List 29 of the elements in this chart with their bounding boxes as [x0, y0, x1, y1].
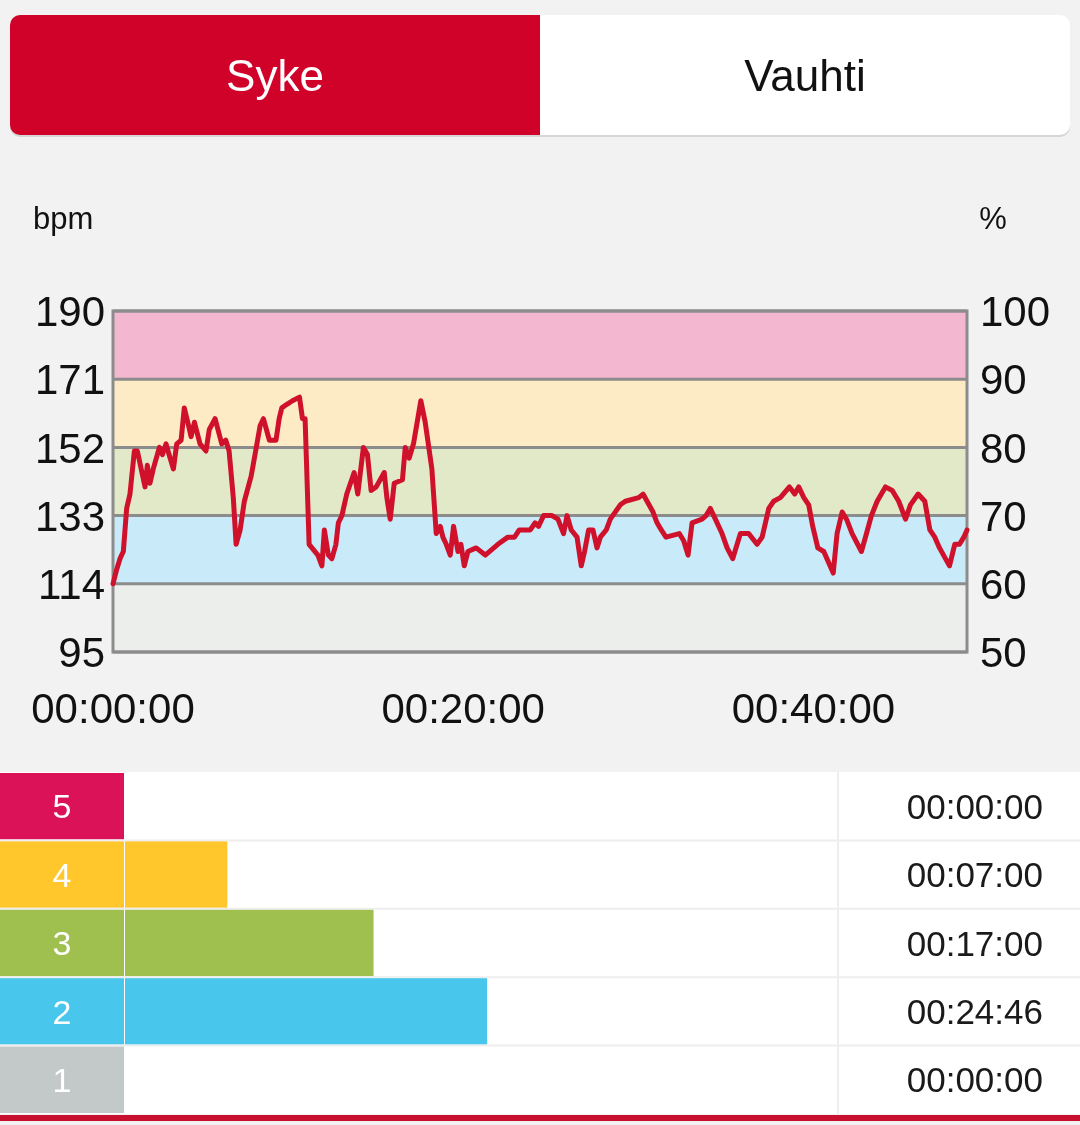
x-tick-label: 00:00:00 [31, 685, 195, 733]
y2-tick-label: 60 [980, 560, 1027, 608]
data-label: 00:07:00 [906, 855, 1043, 895]
y2-tick-label: 70 [980, 492, 1027, 540]
y2-axis-title: % [979, 201, 1007, 237]
y2-tick-label: 50 [980, 629, 1027, 677]
y-tick-label: 152 [34, 424, 105, 472]
y-tick-label: 190 [34, 288, 105, 336]
x-tick-label: 00:20:00 [381, 685, 545, 733]
y-tick-label: 133 [34, 492, 105, 540]
x-tick-label: 00:40:00 [731, 685, 896, 733]
y-axis-title: bpm [33, 201, 94, 237]
tab-button[interactable]: Vauhti [540, 15, 1070, 135]
tab-button[interactable]: Syke [10, 15, 540, 135]
y-tick-label: 171 [34, 356, 105, 404]
y2-tick-label: 90 [980, 356, 1027, 404]
y-tick-label: 95 [58, 629, 105, 677]
y-tick-label: 1 [52, 1061, 72, 1100]
data-label: 00:24:46 [906, 992, 1043, 1031]
data-label: 00:00:00 [906, 1060, 1043, 1100]
y-tick-label: 4 [52, 855, 72, 894]
data-label: 00:00:00 [906, 786, 1043, 826]
data-label: 00:17:00 [906, 923, 1043, 963]
y-tick-label: 2 [52, 992, 72, 1031]
y2-tick-label: 80 [980, 424, 1027, 472]
y-tick-label: 5 [52, 787, 72, 826]
y-tick-label: 3 [52, 924, 72, 963]
y-tick-label: 114 [38, 560, 105, 608]
y2-tick-label: 100 [980, 288, 1051, 336]
